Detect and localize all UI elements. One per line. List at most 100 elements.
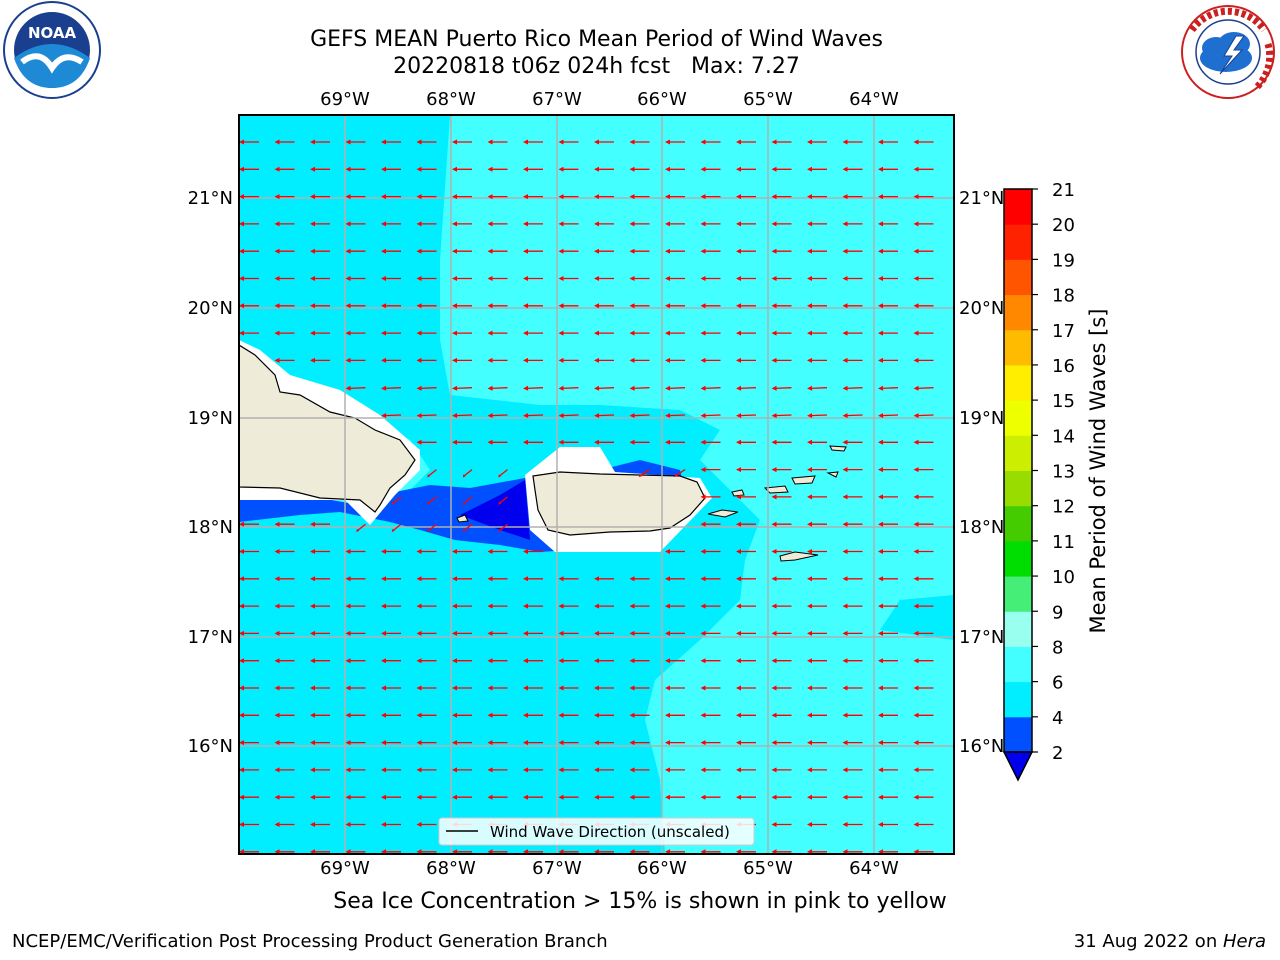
wind-arrow-head (700, 357, 706, 363)
wind-arrow-head (239, 330, 244, 336)
wind-arrow-head (416, 630, 422, 636)
wind-arrow-head (558, 712, 564, 718)
wind-arrow-head (629, 794, 635, 800)
colorbar-swatch (1004, 224, 1032, 260)
colorbar-swatch (1004, 259, 1032, 296)
lon-label-top: 65°W (743, 89, 793, 110)
wind-arrow-head (665, 767, 670, 773)
wind-arrow-head (736, 658, 741, 664)
wind-arrow-head (629, 221, 635, 227)
wind-arrow-head (381, 712, 386, 718)
wind-arrow-head (665, 630, 670, 636)
wind-arrow-head (736, 494, 741, 500)
wind-arrow-head (842, 603, 848, 609)
wind-arrow-head (913, 685, 919, 691)
wind-arrow-head (878, 603, 883, 609)
colorbar-tick-label: 21 (1052, 180, 1075, 201)
wind-arrow-head (736, 603, 741, 609)
wind-arrow-head (878, 357, 883, 363)
wind-arrow-head (700, 194, 706, 200)
wind-arrow-head (416, 330, 422, 336)
wind-arrow-head (239, 521, 244, 527)
wind-arrow-head (523, 767, 528, 773)
wind-arrow-head (736, 385, 742, 391)
map-frame (238, 114, 955, 855)
wind-arrow-head (807, 849, 812, 854)
wind-arrow-head (558, 439, 564, 445)
wind-arrow-head (452, 740, 457, 746)
wind-arrow-head (665, 576, 670, 582)
wind-arrow-head (274, 521, 280, 527)
footer-credit: NCEP/EMC/Verification Post Processing Pr… (12, 931, 608, 952)
wind-arrow-head (736, 330, 741, 336)
wind-arrow (774, 387, 792, 390)
wind-arrow-head (771, 330, 777, 336)
wind-arrow-head (356, 528, 360, 533)
wind-arrow-head (913, 822, 919, 827)
wind-arrow-head (381, 822, 386, 827)
wind-arrow-head (487, 166, 493, 172)
wind-arrow-head (558, 330, 564, 336)
wind-arrow-head (487, 221, 493, 227)
wind-arrow-head (913, 139, 919, 145)
wind-arrow-head (523, 630, 528, 636)
wind-arrow-head (381, 248, 386, 254)
wind-arrow-head (558, 630, 564, 636)
wind-arrow-head (310, 740, 315, 746)
wind-arrow-head (416, 849, 422, 854)
wind-arrow-head (274, 603, 280, 609)
wind-arrow-head (239, 603, 244, 609)
wind-arrow-head (700, 794, 706, 800)
lat-label-left: 19°N (188, 408, 233, 429)
wind-arrow-head (629, 357, 635, 363)
wind-arrow-head (239, 849, 244, 854)
wind-arrow-head (381, 139, 386, 145)
wind-arrow-head (345, 139, 351, 145)
wind-arrow-head (842, 194, 848, 200)
wind-arrow-head (452, 221, 457, 227)
wind-arrow-head (878, 248, 883, 254)
wind-arrow-head (239, 221, 244, 227)
wind-arrow-head (239, 767, 244, 773)
lat-label-left: 16°N (188, 736, 233, 757)
wind-arrow-head (381, 413, 387, 419)
wind-arrow (526, 414, 544, 417)
wind-arrow-head (381, 576, 386, 582)
wind-arrow-head (629, 166, 635, 172)
wind-arrow-head (807, 685, 812, 691)
wind-arrow-head (665, 740, 670, 746)
wind-arrow-head (807, 221, 812, 227)
wind-arrow-head (381, 685, 386, 691)
wind-arrow-head (381, 658, 386, 664)
wind-arrow-head (629, 330, 635, 336)
wind-arrow-head (452, 439, 457, 445)
wind-arrow (703, 414, 721, 417)
wind-arrow-head (807, 521, 812, 527)
wind-arrow-head (700, 849, 706, 854)
colorbar-swatch (1004, 400, 1032, 436)
wind-arrow-head (913, 330, 919, 336)
wind-arrow-head (736, 630, 741, 636)
wind-arrow (348, 387, 366, 390)
map-legend: Wind Wave Direction (unscaled) (438, 817, 755, 846)
lon-label-top: 64°W (849, 89, 899, 110)
wind-arrow-head (239, 194, 244, 200)
wind-arrow-head (878, 630, 883, 636)
wind-arrow-head (913, 521, 919, 527)
wind-arrow-head (842, 822, 848, 827)
wind-arrow-head (842, 794, 848, 800)
wind-arrow-head (807, 767, 812, 773)
wind-arrow-head (462, 474, 466, 478)
wind-arrow-head (452, 385, 458, 391)
lon-label-top: 68°W (426, 89, 476, 110)
wind-arrow-head (487, 658, 493, 664)
wind-arrow-head (416, 685, 422, 691)
wind-arrow-head (629, 767, 635, 773)
wind-arrow-head (416, 221, 422, 227)
wind-arrow-head (523, 357, 528, 363)
wind-arrow-head (700, 549, 706, 554)
wind-arrow-head (416, 767, 422, 773)
wind-arrow-head (913, 385, 919, 391)
wind-arrow-head (462, 501, 466, 505)
wind-arrow-head (523, 794, 528, 800)
